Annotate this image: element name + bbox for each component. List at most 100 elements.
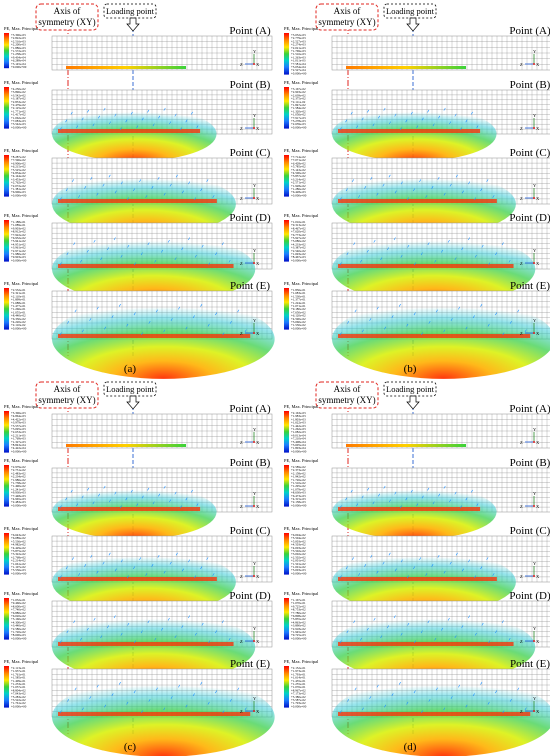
crack-mark	[190, 489, 193, 493]
legend-value: +1.803e-03	[291, 417, 306, 421]
triad-origin	[253, 640, 255, 642]
crack-mark	[119, 505, 122, 509]
strain-contour	[332, 106, 497, 162]
legend-color-bar	[4, 465, 9, 507]
crack-mark	[89, 696, 92, 699]
triad-z-label: Z	[520, 331, 523, 336]
crack-mark	[509, 320, 512, 324]
crack-mark	[450, 696, 453, 699]
legend-value: +1.055e-01	[11, 310, 26, 314]
crack-mark	[78, 195, 81, 198]
crack-mark	[383, 107, 386, 111]
legend-value: +2.516e-03	[11, 39, 26, 43]
point-label: Point (E)	[510, 658, 550, 670]
crack-mark	[196, 125, 199, 129]
crack-mark	[406, 323, 409, 327]
loading-point-label: Loading point	[106, 6, 155, 16]
crack-mark	[237, 309, 240, 313]
crack-mark	[407, 622, 410, 626]
legend-value: +0.000e+00	[11, 125, 27, 129]
strain-hotband	[58, 712, 251, 716]
legend-value: +7.596e-02	[11, 158, 26, 162]
row-point-d: PE, Max. Principal+1.016e-01+9.313e-02+8…	[284, 212, 550, 304]
crack-band	[346, 66, 466, 69]
legend-value: +3.440e-02	[11, 624, 26, 628]
legend-value: +6.906e-03	[11, 190, 26, 194]
crack-mark	[432, 123, 435, 127]
crack-mark	[393, 615, 396, 619]
crack-mark	[339, 640, 342, 644]
axis-of-symmetry-box	[35, 381, 99, 409]
legend-value: +1.661e-02	[11, 562, 26, 566]
legend-value: +2.971e-02	[11, 249, 26, 253]
legend-title: PE, Max. Principal	[284, 659, 319, 665]
crack-mark	[78, 573, 81, 576]
crack-mark	[188, 559, 191, 563]
legend-value: +4.500e-02	[291, 171, 306, 175]
legend-value: +1.442e-03	[291, 424, 306, 428]
loading-point-label: Loading point	[386, 384, 435, 394]
triad-origin	[253, 63, 255, 65]
legend-value: +6.215e-02	[11, 165, 26, 169]
crack-mark	[196, 503, 199, 507]
crack-mark	[443, 192, 446, 196]
legend-color-bar	[284, 87, 289, 129]
crack-mark	[427, 487, 430, 491]
legend-title: PE, Max. Principal	[4, 404, 39, 410]
crack-mark	[163, 192, 166, 196]
point-label: Point (C)	[510, 147, 550, 159]
legend-color-bar	[4, 220, 9, 262]
triad-origin	[533, 640, 535, 642]
crack-mark	[414, 640, 417, 644]
strain-hotband	[338, 129, 481, 133]
crack-mark	[345, 566, 348, 570]
legend-value: +1.417e-02	[11, 113, 26, 117]
legend-value: +9.903e-02	[11, 226, 26, 230]
legend-value: +8.467e-03	[291, 255, 306, 259]
legend-value: +2.483e-02	[11, 471, 26, 475]
legend-value: +3.542e-02	[11, 93, 26, 97]
strain-contour	[332, 299, 550, 379]
axis-of-symmetry-label: symmetry (XY)	[318, 395, 375, 405]
crack-mark	[420, 630, 423, 634]
crack-mark	[163, 107, 166, 111]
crack-mark	[66, 630, 69, 634]
crack-mark	[145, 573, 148, 576]
crack-mark	[181, 625, 184, 629]
legend-value: +1.501e-02	[291, 562, 306, 566]
legend-value: +2.639e-02	[291, 93, 306, 97]
triad-y-label: Y	[253, 491, 257, 496]
legend-value: +0.000e+00	[291, 71, 307, 75]
triad-y-label: Y	[533, 49, 537, 54]
crack-mark	[194, 254, 197, 258]
legend-value: +5.408e-04	[291, 440, 306, 444]
legend-value: +2.532e-01	[11, 288, 26, 292]
legend-value: +6.808e-02	[291, 614, 306, 618]
legend-value: +1.942e-02	[291, 475, 306, 479]
crack-mark	[413, 312, 416, 316]
crack-mark	[113, 237, 116, 241]
legend-value: +5.525e-02	[11, 168, 26, 172]
legend-value: +1.771e-02	[11, 109, 26, 113]
axis-of-symmetry-label: Axis of	[54, 384, 81, 394]
legend-value: +2.321e-01	[11, 291, 26, 295]
crack-mark	[413, 188, 416, 192]
legend-title: PE, Max. Principal	[4, 26, 39, 32]
strain-hotband	[338, 264, 514, 268]
row-point-d: PE, Max. Principal+1.167e-01+1.070e-01+9…	[284, 590, 550, 682]
crack-mark	[65, 188, 68, 192]
legend-value: +1.224e-01	[291, 301, 306, 305]
legend-title: PE, Max. Principal	[284, 80, 319, 86]
crack-mark	[125, 497, 128, 501]
legend-value: +1.761e-01	[11, 672, 26, 676]
crack-mark	[345, 119, 348, 123]
legend-value: +2.234e-02	[11, 475, 26, 479]
crack-mark	[432, 501, 435, 505]
legend-value: +1.585e-01	[11, 676, 26, 680]
legend-color-bar	[284, 411, 289, 453]
crack-mark	[347, 698, 350, 702]
legend-value: +2.111e-02	[291, 100, 306, 104]
legend-value: +2.163e-03	[291, 411, 306, 415]
crack-mark	[102, 561, 105, 565]
crack-mark	[345, 188, 348, 192]
